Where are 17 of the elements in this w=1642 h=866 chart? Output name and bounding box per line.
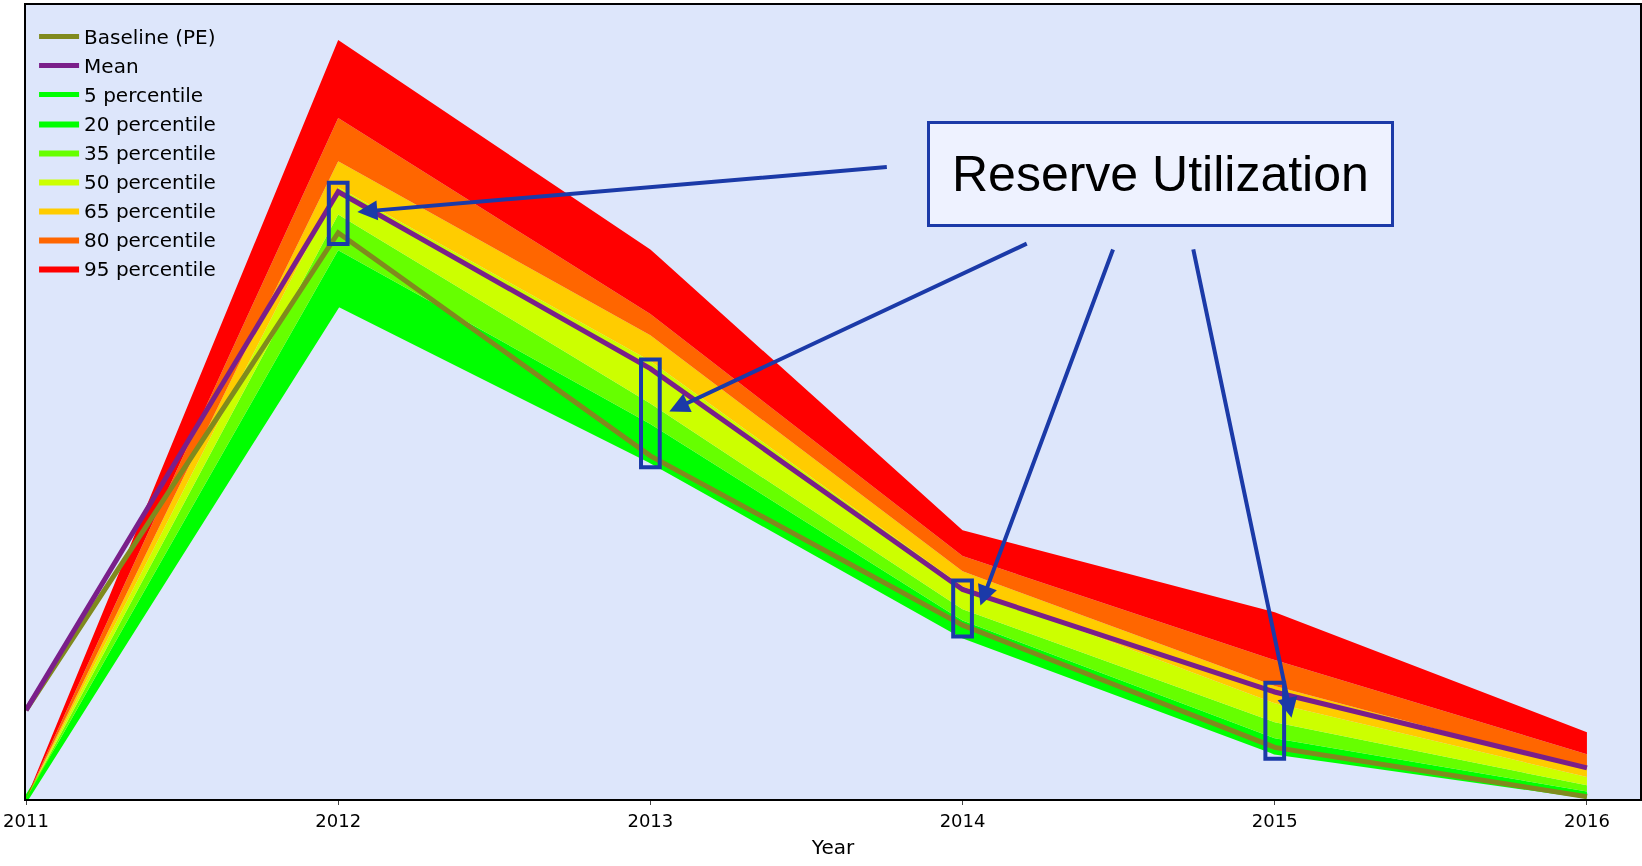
x-tick-label: 2016 [1564, 809, 1610, 831]
x-tick-label: 2014 [939, 809, 986, 831]
legend-label: 5 percentile [84, 83, 204, 108]
legend-label: 20 percentile [84, 112, 216, 137]
x-tick-label: 2011 [3, 809, 49, 831]
legend-label: 35 percentile [84, 141, 216, 166]
legend-label: 50 percentile [84, 170, 216, 195]
legend-label: 80 percentile [84, 228, 216, 253]
legend-label: 65 percentile [84, 199, 216, 224]
x-tick-label: 2012 [315, 809, 362, 831]
x-tick-label: 2015 [1251, 809, 1298, 831]
x-axis-title: Year [810, 834, 855, 859]
legend-label: 95 percentile [84, 257, 216, 282]
legend-label: Mean [84, 54, 139, 79]
annotation: Reserve Utilization [952, 146, 1369, 202]
legend-label: Baseline (PE) [84, 25, 216, 50]
x-tick-label: 2013 [627, 809, 674, 831]
